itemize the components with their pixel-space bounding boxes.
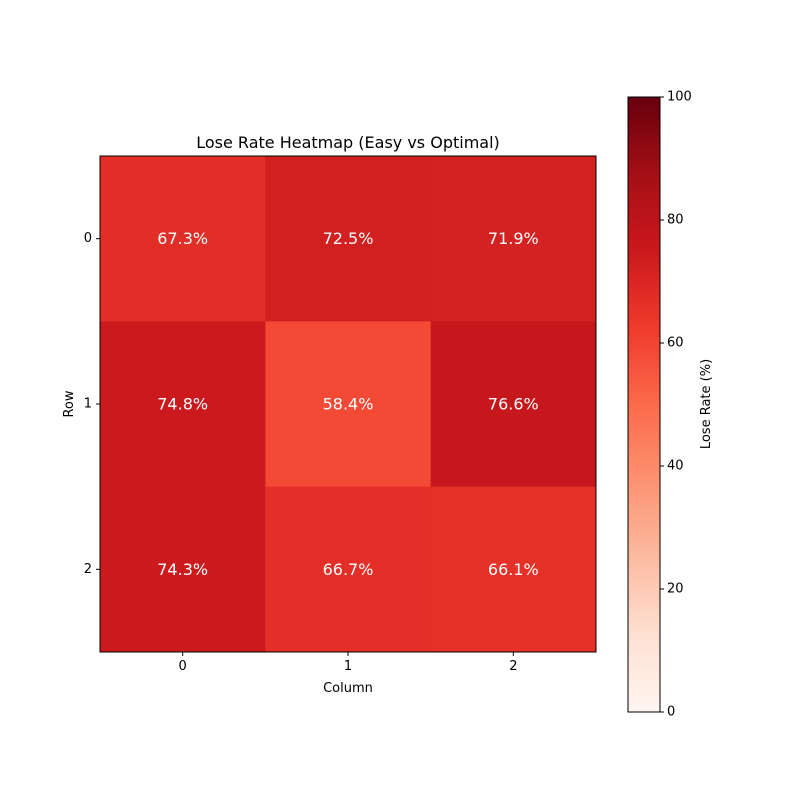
cell-value-label: 67.3% (157, 229, 208, 248)
y-axis-label: Row (62, 390, 77, 417)
heatmap-cell (430, 156, 597, 322)
x-tick-label: 0 (179, 659, 187, 674)
cell-value-label: 66.1% (488, 560, 539, 579)
colorbar-tick-label: 60 (667, 336, 684, 351)
heatmap-cell (100, 321, 266, 488)
y-tick-label: 2 (84, 562, 92, 577)
cell-value-label: 66.7% (323, 560, 374, 579)
heatmap-cell (100, 486, 266, 653)
heatmap-cell (265, 156, 432, 322)
cell-value-label: 58.4% (323, 395, 374, 414)
y-axis-ticks: 0 1 2 (84, 231, 100, 577)
x-axis-ticks: 0 1 2 (179, 652, 517, 674)
cell-value-label: 71.9% (488, 229, 539, 248)
cell-value-label: 74.3% (157, 560, 208, 579)
colorbar-tick-label: 20 (667, 582, 684, 597)
heatmap-cell (430, 486, 597, 653)
heatmap-cell (430, 321, 597, 488)
x-tick-label: 1 (344, 659, 352, 674)
colorbar-ticks: 0 20 40 60 80 100 (660, 90, 692, 720)
cell-value-label: 72.5% (323, 229, 374, 248)
colorbar-tick-label: 0 (667, 705, 675, 720)
cell-value-label: 76.6% (488, 395, 539, 414)
heatmap-cell (265, 321, 432, 488)
heatmap-cells: 67.3% 72.5% 71.9% 74.8% 58.4% 76.6% 74.3% 66.7%… (100, 156, 597, 653)
heatmap-cell (100, 156, 266, 322)
cell-value-label: 74.8% (157, 395, 208, 414)
chart-title: Lose Rate Heatmap (Easy vs Optimal) (196, 133, 500, 152)
x-tick-label: 2 (509, 659, 517, 674)
colorbar-tick-label: 80 (667, 213, 684, 228)
colorbar-label: Lose Rate (%) (699, 359, 714, 449)
colorbar-tick-label: 100 (667, 90, 692, 105)
colorbar-tick-label: 40 (667, 459, 684, 474)
colorbar (627, 96, 661, 713)
heatmap-cell (265, 486, 432, 653)
y-tick-label: 0 (84, 231, 92, 246)
y-tick-label: 1 (84, 397, 92, 412)
x-axis-label: Column (323, 681, 373, 696)
